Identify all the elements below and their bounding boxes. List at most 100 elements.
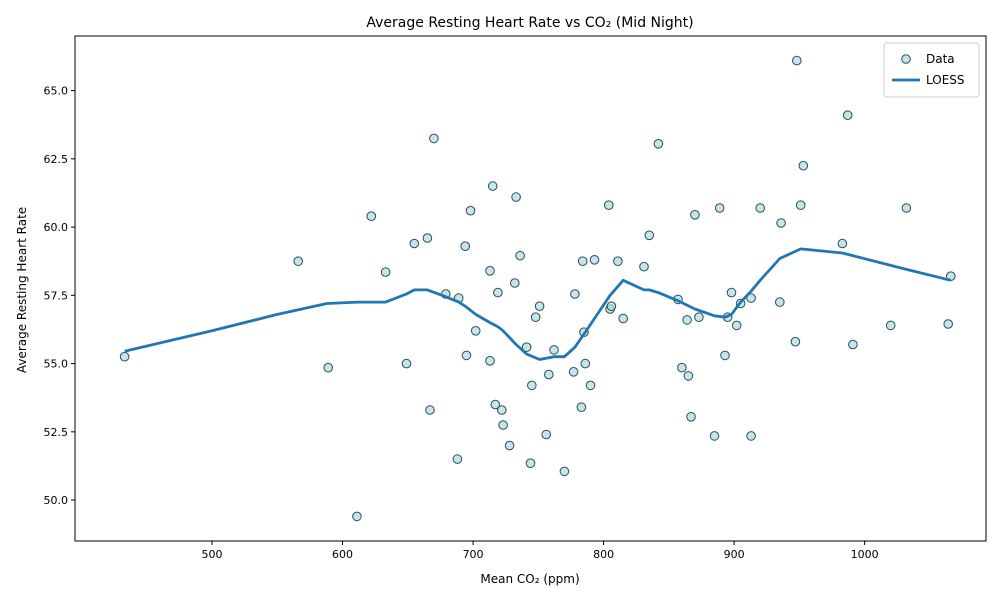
data-point [686, 412, 696, 422]
data-point [690, 210, 700, 220]
data-point [775, 297, 785, 307]
data-point [714, 203, 725, 213]
data-point [580, 358, 591, 369]
data-point [644, 230, 655, 241]
data-point [534, 301, 545, 312]
data-point [694, 312, 704, 323]
data-point [709, 431, 720, 441]
data-point [885, 320, 896, 331]
data-point [380, 267, 391, 277]
data-point [677, 362, 687, 373]
data-point [511, 192, 521, 202]
data-point [119, 351, 130, 362]
data-point [461, 350, 472, 361]
data-point [544, 369, 554, 380]
data-point [422, 233, 433, 243]
data-point [530, 312, 541, 323]
data-point [409, 238, 420, 249]
data-point [497, 405, 507, 415]
data-point [570, 289, 580, 299]
data-point [559, 466, 570, 477]
data-point [429, 133, 439, 144]
data-point [541, 429, 552, 440]
data-point [792, 55, 802, 66]
x-tick-label: 500 [202, 548, 223, 561]
data-point [790, 336, 801, 347]
legend: Data LOESS [883, 42, 980, 98]
data-point [504, 440, 515, 451]
data-point [683, 371, 694, 381]
data-point [842, 110, 853, 120]
data-point [352, 511, 362, 522]
data-point [943, 319, 954, 329]
x-tick-label: 800 [593, 548, 614, 561]
data-point [726, 287, 737, 298]
data-point [425, 405, 435, 415]
data-point [465, 205, 476, 216]
data-point [795, 200, 806, 210]
data-point [549, 345, 559, 355]
data-point [401, 358, 412, 369]
data-point [613, 256, 623, 267]
data-point [487, 181, 498, 191]
data-point [746, 293, 756, 303]
data-point [720, 350, 730, 361]
data-point [746, 431, 756, 441]
x-axis-label: Mean CO₂ (ppm) [480, 572, 579, 586]
data-point [498, 420, 508, 430]
x-tick-label: 1000 [851, 548, 879, 561]
y-tick-label: 65.0 [44, 85, 69, 98]
legend-label-loess: LOESS [926, 73, 965, 87]
x-tick-label: 900 [724, 548, 745, 561]
data-point [576, 402, 587, 413]
x-tick-label: 600 [332, 548, 353, 561]
y-tick-label: 62.5 [44, 153, 69, 166]
data-point [293, 256, 304, 267]
x-tick-label: 700 [463, 548, 484, 561]
data-point [639, 261, 649, 272]
y-tick-label: 52.5 [44, 426, 69, 439]
chart-title: Average Resting Heart Rate vs CO₂ (Mid N… [366, 15, 693, 31]
data-point [510, 278, 520, 288]
data-point [682, 315, 692, 325]
data-point [366, 211, 377, 221]
data-point [776, 218, 786, 228]
data-point [490, 399, 501, 410]
data-point [606, 301, 617, 312]
data-point [604, 200, 614, 210]
data-point [653, 139, 664, 149]
data-point [848, 339, 858, 350]
data-point [493, 287, 503, 298]
data-point [485, 266, 495, 276]
y-axis-label: Average Resting Heart Rate [15, 207, 29, 373]
plot-area: 500 600 700 800 900 1000 50.0 52.5 55.0 57.5 60.0 6… [44, 35, 987, 561]
axes-frame [74, 35, 987, 542]
data-point [460, 241, 471, 251]
data-point [452, 454, 463, 464]
y-tick-label: 50.0 [44, 494, 69, 507]
data-point [577, 256, 588, 267]
data-point [798, 160, 809, 171]
data-point [568, 367, 579, 377]
y-tick-label: 60.0 [44, 221, 69, 234]
data-point [618, 313, 629, 324]
data-point [837, 238, 848, 249]
data-point [521, 342, 532, 353]
data-point [515, 250, 525, 261]
data-point [585, 380, 596, 391]
y-tick-label: 57.5 [44, 289, 69, 302]
data-point [755, 203, 766, 213]
data-point [323, 362, 334, 373]
data-point [485, 356, 495, 366]
legend-marker-data [901, 54, 911, 64]
y-tick-label: 55.0 [44, 358, 69, 371]
data-point [589, 254, 600, 265]
loess-line [124, 247, 952, 361]
legend-label-data: Data [926, 52, 955, 66]
data-point [527, 380, 537, 391]
data-point [525, 458, 536, 469]
data-point [470, 326, 481, 336]
data-point [731, 320, 742, 331]
